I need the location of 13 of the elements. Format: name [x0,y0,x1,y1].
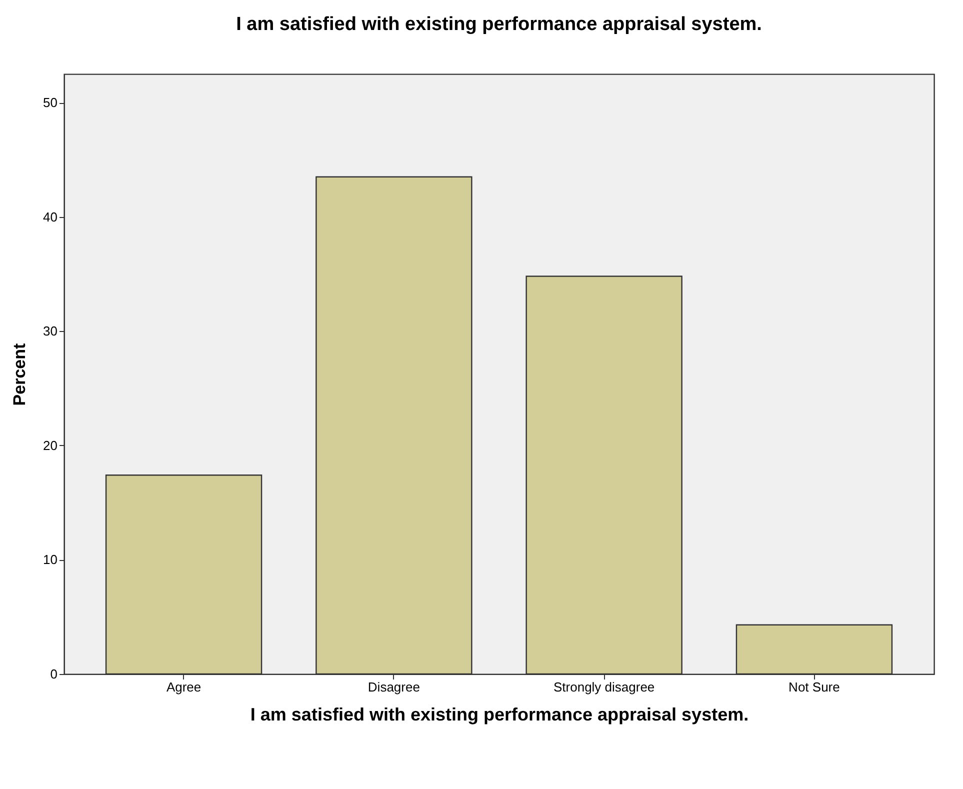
y-tick-label: 30 [43,324,58,339]
x-tick-label: Disagree [368,680,420,694]
y-tick-label: 0 [50,666,58,682]
x-tick-label: Strongly disagree [553,680,655,694]
y-axis-title: Percent [10,342,30,406]
chart-title: I am satisfied with existing performance appraisal system. [236,14,762,35]
x-axis-title: I am satisfied with existing performance appraisal system. [250,704,749,724]
y-tick-label: 20 [43,438,58,453]
x-tick-label: Not Sure [788,680,840,694]
x-tick-label: Agree [166,680,202,694]
y-tick-label: 40 [43,209,58,224]
y-tick-label: 10 [43,552,58,568]
y-tick-label: 50 [43,95,58,110]
